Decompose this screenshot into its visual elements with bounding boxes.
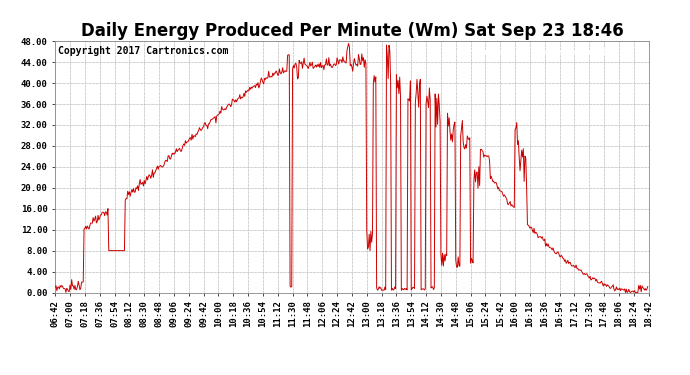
Text: Copyright 2017 Cartronics.com: Copyright 2017 Cartronics.com <box>58 46 228 56</box>
Title: Daily Energy Produced Per Minute (Wm) Sat Sep 23 18:46: Daily Energy Produced Per Minute (Wm) Sa… <box>81 22 623 40</box>
